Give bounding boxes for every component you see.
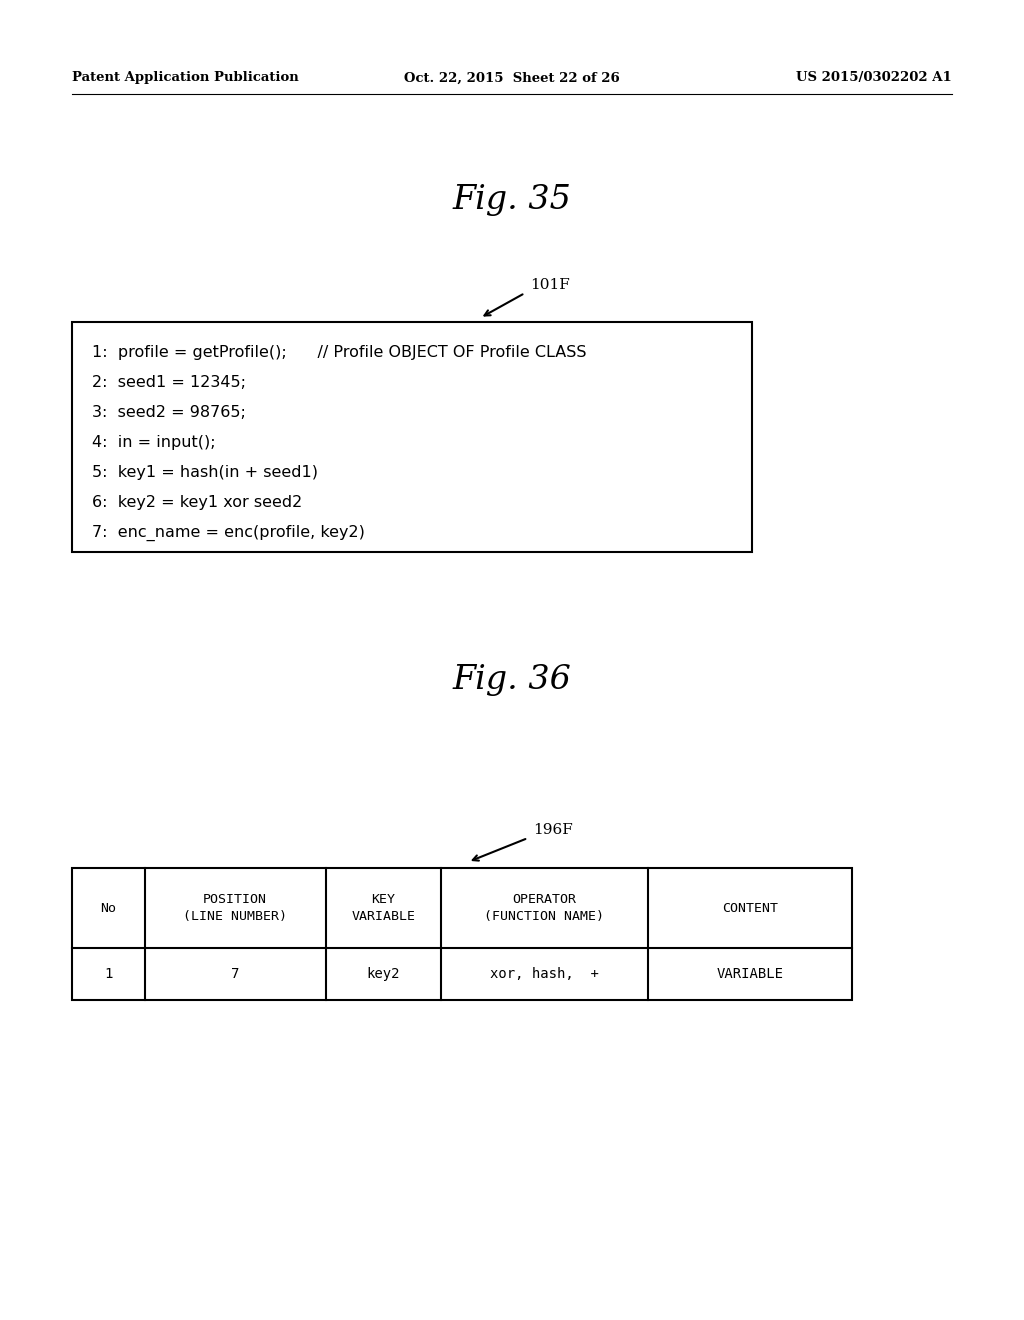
Text: Patent Application Publication: Patent Application Publication <box>72 71 299 84</box>
Bar <box>72 869 852 1001</box>
Text: CONTENT: CONTENT <box>722 902 778 915</box>
Text: key2: key2 <box>367 968 400 981</box>
Text: 2:  seed1 = 12345;: 2: seed1 = 12345; <box>92 375 246 389</box>
Text: 101F: 101F <box>530 279 569 292</box>
Text: Fig. 36: Fig. 36 <box>453 664 571 696</box>
Text: 6:  key2 = key1 xor seed2: 6: key2 = key1 xor seed2 <box>92 495 302 510</box>
Text: VARIABLE: VARIABLE <box>717 968 783 981</box>
Text: 7:  enc_name = enc(profile, key2): 7: enc_name = enc(profile, key2) <box>92 525 365 541</box>
Text: KEY
VARIABLE: KEY VARIABLE <box>351 894 415 923</box>
Text: POSITION
(LINE NUMBER): POSITION (LINE NUMBER) <box>183 894 287 923</box>
Bar <box>72 322 752 552</box>
Text: OPERATOR
(FUNCTION NAME): OPERATOR (FUNCTION NAME) <box>484 894 604 923</box>
Text: 7: 7 <box>230 968 240 981</box>
Text: 1:  profile = getProfile();      // Profile OBJECT OF Profile CLASS: 1: profile = getProfile(); // Profile OB… <box>92 345 587 360</box>
Text: 4:  in = input();: 4: in = input(); <box>92 436 216 450</box>
Text: xor, hash,  +: xor, hash, + <box>489 968 599 981</box>
Text: 196F: 196F <box>534 822 572 837</box>
Text: 3:  seed2 = 98765;: 3: seed2 = 98765; <box>92 405 246 420</box>
Text: Oct. 22, 2015  Sheet 22 of 26: Oct. 22, 2015 Sheet 22 of 26 <box>404 71 620 84</box>
Text: US 2015/0302202 A1: US 2015/0302202 A1 <box>797 71 952 84</box>
Text: 1: 1 <box>104 968 113 981</box>
Text: No: No <box>100 902 117 915</box>
Text: Fig. 35: Fig. 35 <box>453 183 571 216</box>
Text: 5:  key1 = hash(in + seed1): 5: key1 = hash(in + seed1) <box>92 465 318 480</box>
